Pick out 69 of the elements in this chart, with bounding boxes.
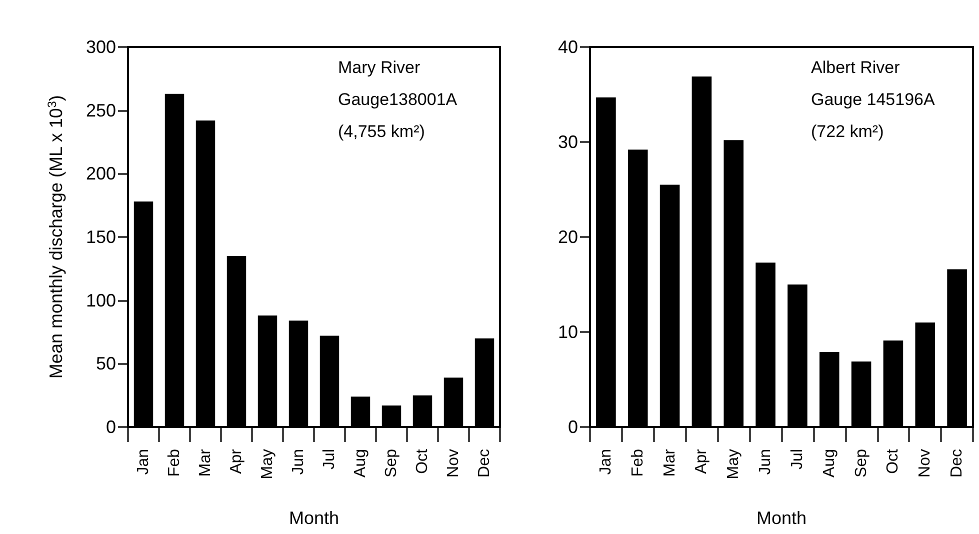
y-tick-label: 0	[568, 417, 578, 437]
y-tick-label: 50	[96, 354, 116, 374]
x-tick-label: May	[259, 449, 276, 480]
x-tick-label: Apr	[228, 448, 245, 474]
y-tick-label: 200	[86, 164, 116, 184]
bar	[382, 405, 402, 427]
bar	[164, 94, 184, 427]
x-tick-label: Sep	[383, 448, 400, 478]
annotation: Gauge138001A	[338, 90, 458, 109]
bar	[915, 322, 936, 427]
x-tick-label: Jan	[597, 449, 614, 475]
y-tick-label: 10	[558, 322, 578, 342]
annotation: Albert River	[811, 58, 900, 77]
y-tick-label: 300	[86, 37, 116, 57]
bar	[724, 140, 744, 427]
y-tick-label: 30	[558, 132, 578, 152]
bar	[819, 352, 840, 427]
x-tick-label: Mar	[661, 448, 678, 477]
bar	[350, 396, 370, 427]
x-tick-label: Jan	[135, 449, 152, 475]
annotation: Mary River	[338, 58, 421, 77]
x-tick-label: Nov	[445, 449, 462, 478]
bar	[320, 336, 340, 427]
x-tick-label: Oct	[884, 448, 902, 474]
bar	[226, 256, 246, 427]
x-tick-label: Dec	[476, 449, 493, 478]
bar	[444, 378, 464, 427]
x-axis-title: Month	[288, 508, 340, 528]
x-tick-label: Nov	[916, 449, 934, 478]
bar	[134, 202, 154, 427]
bar	[412, 395, 432, 427]
bar	[596, 97, 616, 427]
x-tick-label: Sep	[852, 448, 870, 478]
x-tick-label: Dec	[948, 449, 966, 478]
x-axis-title: Month	[756, 508, 807, 528]
annotation: Gauge 145196A	[811, 90, 936, 109]
y-tick-label: 100	[86, 290, 116, 310]
x-tick-label: Feb	[629, 448, 646, 477]
bar	[288, 320, 308, 427]
x-tick-label: Jul	[788, 449, 806, 470]
bar	[474, 338, 494, 427]
y-tick-label: 40	[558, 37, 578, 57]
x-tick-label: Jun	[290, 449, 307, 475]
bar	[628, 150, 648, 427]
bar	[756, 262, 776, 427]
bar	[947, 269, 967, 427]
y-tick-label: 250	[86, 100, 116, 120]
bar	[196, 120, 216, 427]
x-tick-label: Jun	[757, 449, 774, 475]
x-tick-label: Oct	[414, 448, 431, 474]
bar	[660, 184, 680, 427]
y-tick-label: 0	[106, 417, 116, 437]
x-tick-label: Jul	[321, 449, 338, 470]
bar	[883, 340, 904, 427]
y-tick-label: 20	[558, 227, 578, 247]
bar	[258, 316, 278, 427]
bar	[851, 361, 872, 427]
x-tick-label: Feb	[166, 448, 183, 477]
annotation: (4,755 km²)	[338, 122, 425, 141]
x-tick-label: May	[725, 449, 742, 480]
annotation: (722 km²)	[811, 122, 884, 141]
bar	[692, 76, 712, 427]
x-tick-label: Aug	[352, 449, 369, 478]
x-tick-label: Mar	[197, 448, 214, 477]
x-tick-label: Aug	[820, 449, 838, 478]
x-tick-label: Apr	[693, 448, 710, 474]
y-axis-title: Mean monthly discharge (ML x 103)	[45, 95, 66, 379]
y-tick-label: 150	[86, 227, 116, 247]
bar	[788, 284, 808, 427]
